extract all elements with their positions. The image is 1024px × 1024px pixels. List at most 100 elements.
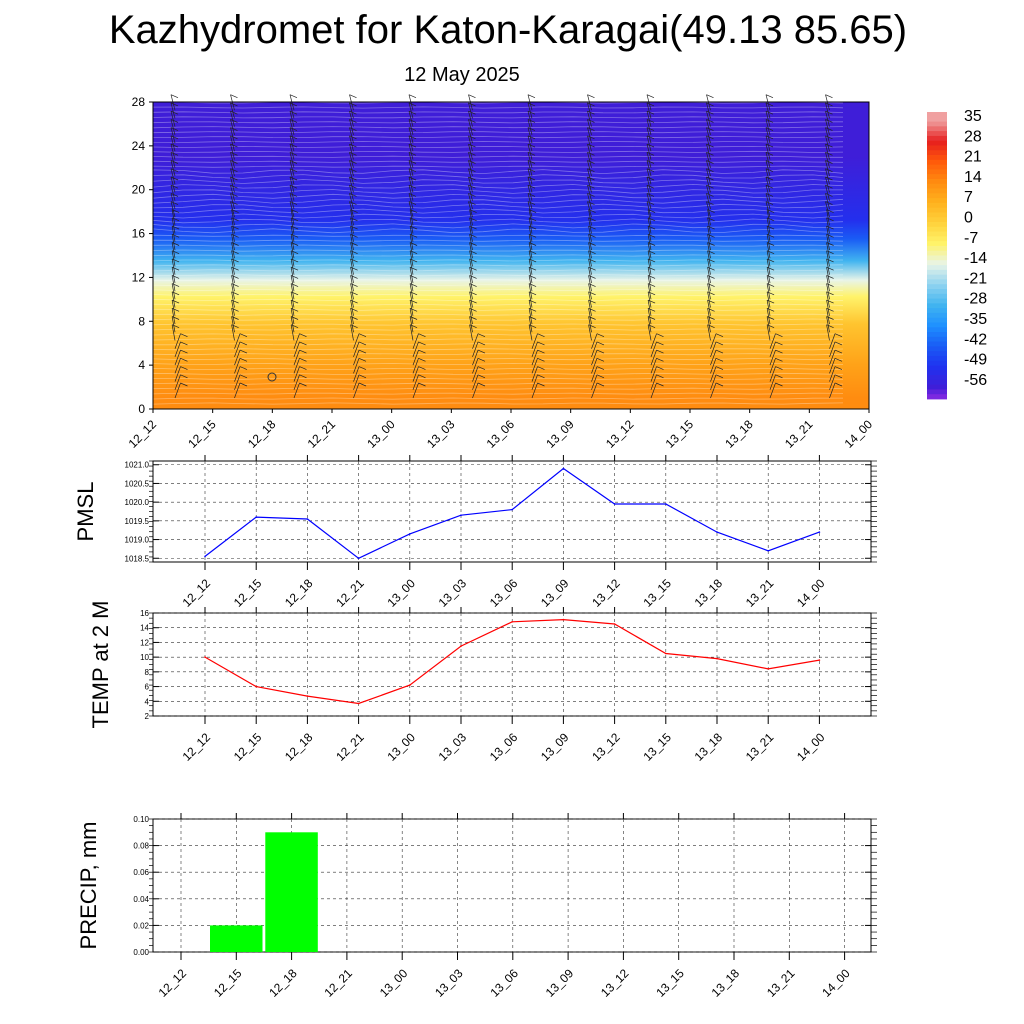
colorbar-segment bbox=[927, 269, 947, 276]
wind-barb-flag bbox=[706, 151, 714, 156]
wind-barb-flag bbox=[180, 366, 188, 370]
wind-barb-flag bbox=[418, 374, 426, 379]
wind-barb-flag bbox=[290, 324, 299, 329]
colorbar-segment bbox=[927, 351, 947, 357]
y-tick-label: 0 bbox=[138, 402, 145, 416]
contour-line bbox=[152, 145, 844, 149]
wind-barb bbox=[531, 374, 538, 390]
wind-barb-flag bbox=[765, 201, 774, 205]
wind-barb bbox=[829, 382, 836, 399]
wind-barb bbox=[468, 185, 473, 201]
wind-barb-flag bbox=[350, 225, 358, 230]
wind-barb-flag bbox=[647, 307, 656, 312]
x-tick-label: 12_12 bbox=[180, 730, 214, 764]
wind-barb-flag bbox=[527, 168, 536, 173]
data-point bbox=[255, 685, 257, 688]
colorbar-segment bbox=[927, 327, 947, 333]
wind-barb-flag bbox=[527, 184, 536, 189]
wind-barb-flag bbox=[656, 341, 664, 346]
wind-barb-flag bbox=[765, 119, 774, 123]
wind-barb-flag bbox=[299, 366, 307, 370]
wind-barb bbox=[706, 152, 711, 168]
wind-barb-flag bbox=[408, 127, 417, 131]
wind-barb-flag bbox=[299, 333, 307, 338]
wind-barb-flag bbox=[646, 184, 655, 189]
x-tick-label: 12_21 bbox=[305, 417, 339, 451]
wind-barb bbox=[588, 308, 592, 325]
wind-barb bbox=[766, 308, 771, 325]
wind-barb bbox=[412, 333, 419, 349]
wind-barb-flag bbox=[231, 307, 239, 312]
wind-barb bbox=[472, 333, 479, 349]
wind-barb bbox=[706, 127, 711, 144]
wind-barb-flag bbox=[775, 382, 783, 387]
wind-barb-flag bbox=[706, 193, 714, 197]
wind-barb bbox=[707, 267, 711, 283]
wind-barb-flag bbox=[350, 258, 358, 263]
wind-barb-flag bbox=[468, 143, 476, 148]
wind-barb bbox=[171, 234, 176, 251]
wind-barb bbox=[234, 382, 241, 399]
wind-barb-flag bbox=[826, 258, 834, 263]
x-tick-label: 12_15 bbox=[231, 730, 265, 764]
wind-barb bbox=[591, 366, 598, 382]
wind-barb-flag bbox=[596, 366, 605, 370]
wind-barb-flag bbox=[468, 110, 476, 115]
wind-barb-flag bbox=[408, 119, 417, 123]
wind-barb bbox=[472, 374, 479, 390]
wind-barb bbox=[826, 209, 830, 226]
wind-barb-flag bbox=[647, 324, 656, 329]
wind-barb-flag bbox=[349, 193, 357, 197]
wind-barb bbox=[350, 316, 354, 333]
data-point bbox=[511, 621, 513, 623]
x-tick-label: 13_21 bbox=[743, 576, 777, 610]
wind-barb-flag bbox=[349, 151, 357, 156]
wind-barb-flag bbox=[469, 258, 477, 263]
wind-barb bbox=[588, 209, 592, 226]
wind-barb-flag bbox=[349, 102, 357, 107]
contour-line bbox=[152, 106, 844, 109]
wind-barb-flag bbox=[239, 357, 248, 362]
wind-barb-flag bbox=[766, 283, 775, 287]
x-tick-label: 13_18 bbox=[709, 966, 743, 1000]
wind-barb-flag bbox=[528, 291, 537, 296]
wind-barb bbox=[647, 258, 652, 275]
wind-barb bbox=[647, 308, 652, 325]
wind-barb bbox=[825, 119, 830, 135]
wind-barb-flag bbox=[469, 266, 477, 271]
wind-barb-flag bbox=[299, 341, 307, 346]
wind-barb-flag bbox=[706, 143, 714, 148]
wind-barb bbox=[472, 341, 479, 358]
wind-barb-flag bbox=[706, 201, 714, 205]
wind-barb bbox=[409, 316, 414, 333]
wind-barb-flag bbox=[707, 233, 715, 238]
wind-barb-flag bbox=[706, 102, 714, 107]
colorbar-segment bbox=[927, 370, 947, 376]
wind-barb bbox=[412, 358, 419, 374]
colorbar-segment bbox=[927, 389, 947, 395]
wind-barb-flag bbox=[765, 168, 774, 173]
wind-barb bbox=[289, 168, 295, 185]
wind-barb bbox=[408, 160, 414, 177]
wind-barb bbox=[765, 185, 771, 201]
wind-barb bbox=[527, 193, 533, 209]
bar bbox=[210, 925, 263, 952]
wind-barb-flag bbox=[588, 266, 596, 271]
data-point bbox=[818, 659, 821, 661]
wind-barb bbox=[353, 333, 360, 349]
wind-barb-flag bbox=[715, 333, 724, 338]
wind-barb bbox=[527, 168, 533, 185]
colorbar-label: -14 bbox=[964, 250, 987, 267]
wind-barb bbox=[769, 341, 776, 358]
wind-barb bbox=[170, 119, 176, 135]
wind-barb bbox=[588, 300, 592, 316]
wind-barb-flag bbox=[469, 283, 477, 287]
wind-barb-flag bbox=[646, 110, 655, 115]
wind-barb-flag bbox=[588, 307, 596, 312]
wind-barb bbox=[646, 160, 652, 177]
wind-barb bbox=[234, 358, 241, 374]
wind-barb-flag bbox=[408, 193, 417, 197]
wind-barb-flag bbox=[230, 94, 238, 99]
wind-barb-flag bbox=[171, 250, 180, 255]
wind-barb bbox=[647, 217, 652, 234]
